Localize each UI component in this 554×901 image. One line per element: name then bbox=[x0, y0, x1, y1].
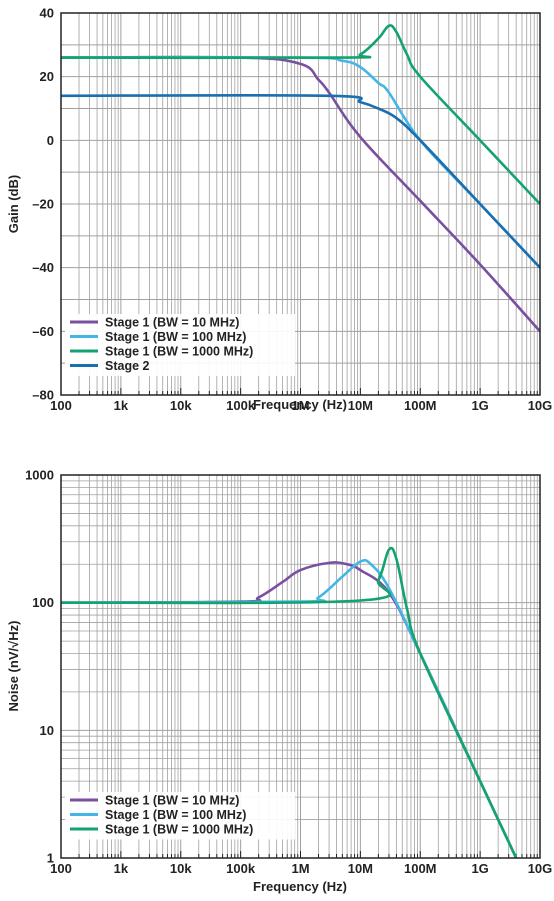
x-tick-label: 1M bbox=[291, 398, 309, 413]
y-tick-label: –20 bbox=[32, 197, 54, 212]
x-tick-label: 1G bbox=[471, 861, 488, 876]
noise-y-axis-label: Noise (nV/√Hz) bbox=[6, 621, 21, 712]
noise-x-axis-label: Frequency (Hz) bbox=[253, 879, 347, 894]
x-tick-label: 100 bbox=[50, 861, 72, 876]
y-tick-label: 40 bbox=[40, 6, 54, 21]
y-tick-label: 1 bbox=[47, 851, 54, 866]
noise-chart: 100 1k 10k 100k 1M 10M 100M 1G 10G 1000 100 10 1 Fr… bbox=[6, 468, 552, 895]
x-tick-label: 100 bbox=[50, 398, 72, 413]
series-line bbox=[61, 93, 540, 269]
y-tick-label: 10 bbox=[40, 723, 54, 738]
y-tick-label: –60 bbox=[32, 324, 54, 339]
gain-legend: Stage 1 (BW = 10 MHz)Stage 1 (BW = 100 M… bbox=[65, 314, 295, 376]
x-tick-label: 10k bbox=[170, 861, 192, 876]
legend-entry: Stage 1 (BW = 100 MHz) bbox=[105, 330, 246, 344]
legend-entry: Stage 1 (BW = 1000 MHz) bbox=[105, 823, 253, 837]
x-tick-label: 100k bbox=[226, 861, 256, 876]
y-tick-label: 1000 bbox=[25, 468, 54, 483]
noise-chart-frame bbox=[60, 474, 541, 859]
y-tick-label: 0 bbox=[47, 133, 54, 148]
legend-entry: Stage 2 bbox=[105, 359, 150, 373]
gain-chart: 100 1k 10k 100k 1M 10M 100M 1G 10G 40 20 0 –20 –40 –6… bbox=[6, 6, 552, 414]
series-line bbox=[61, 24, 540, 205]
y-tick-label: –80 bbox=[32, 388, 54, 403]
legend-entry: Stage 1 (BW = 10 MHz) bbox=[105, 794, 239, 808]
legend-entry: Stage 1 (BW = 10 MHz) bbox=[105, 316, 239, 330]
gain-chart-lines bbox=[61, 24, 540, 333]
x-tick-label: 10M bbox=[348, 861, 373, 876]
legend-background bbox=[65, 792, 295, 840]
legend-entry: Stage 1 (BW = 100 MHz) bbox=[105, 808, 246, 822]
gain-x-axis-label: Frequency (Hz) bbox=[253, 397, 347, 412]
x-tick-label: 100M bbox=[404, 861, 437, 876]
gain-y-axis-label: Gain (dB) bbox=[6, 175, 21, 234]
x-tick-label: 10G bbox=[528, 398, 553, 413]
gain-chart-frame bbox=[60, 12, 541, 396]
y-tick-label: 100 bbox=[32, 595, 54, 610]
x-tick-label: 10k bbox=[170, 398, 192, 413]
x-tick-label: 1k bbox=[114, 861, 129, 876]
noise-x-tick-labels: 100 1k 10k 100k 1M 10M 100M 1G 10G bbox=[50, 861, 552, 876]
x-tick-label: 100M bbox=[404, 398, 437, 413]
x-tick-label: 100k bbox=[226, 398, 256, 413]
noise-legend: Stage 1 (BW = 10 MHz)Stage 1 (BW = 100 M… bbox=[65, 792, 295, 840]
legend-entry: Stage 1 (BW = 1000 MHz) bbox=[105, 345, 253, 359]
x-tick-label: 10M bbox=[348, 398, 373, 413]
noise-y-tick-labels: 1000 100 10 1 bbox=[25, 468, 54, 866]
series-line bbox=[61, 546, 518, 858]
noise-chart-lines bbox=[61, 546, 518, 858]
x-tick-label: 10G bbox=[528, 861, 553, 876]
y-tick-label: –40 bbox=[32, 260, 54, 275]
gain-y-tick-labels: 40 20 0 –20 –40 –60 –80 bbox=[32, 6, 54, 403]
x-tick-label: 1G bbox=[471, 398, 488, 413]
y-tick-label: 20 bbox=[40, 69, 54, 84]
legend-background bbox=[65, 314, 295, 376]
gain-x-tick-labels: 100 1k 10k 100k 1M 10M 100M 1G 10G bbox=[50, 398, 552, 413]
x-tick-label: 1k bbox=[114, 398, 129, 413]
x-tick-label: 1M bbox=[291, 861, 309, 876]
